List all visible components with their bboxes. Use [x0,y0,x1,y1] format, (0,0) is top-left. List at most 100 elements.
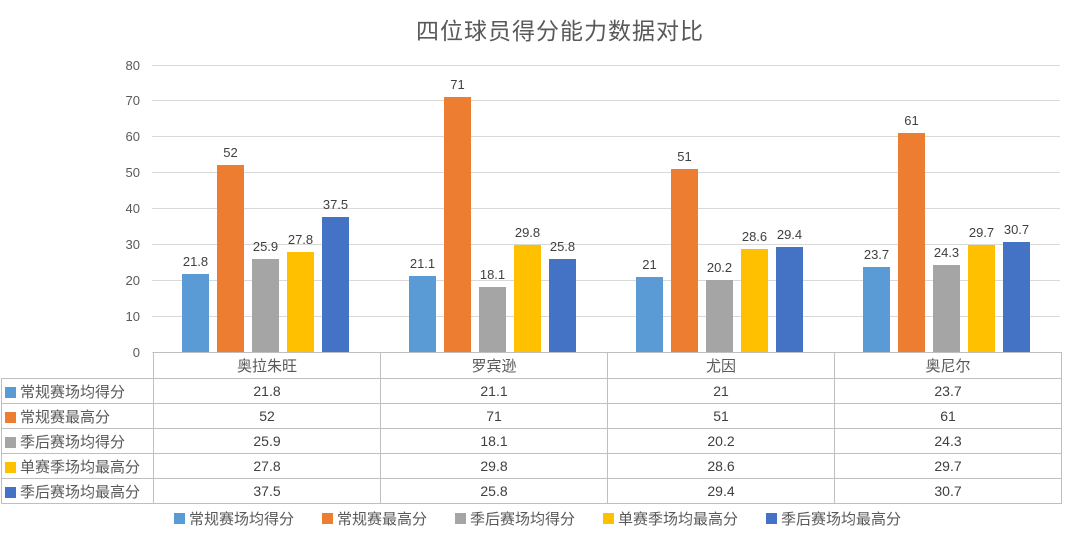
series-swatch-icon [5,436,16,448]
table-row-label: 季后赛场均最高分 [1,478,154,504]
y-axis-label: 60 [125,129,140,145]
legend-label: 常规赛最高分 [336,511,427,528]
y-axis-label: 70 [125,93,140,109]
bar-value-label: 29.4 [776,226,803,242]
bar-value-label: 51 [677,149,692,165]
legend-item: 单赛季场均最高分 [603,508,738,529]
bar-value-label: 37.5 [322,197,349,213]
table-category-header: 奥尼尔 [834,352,1062,379]
legend-swatch-icon [173,513,185,524]
y-axis-label: 0 [132,344,140,360]
bar-value-label: 24.3 [933,244,960,260]
bar-value-label: 18.1 [479,267,506,283]
gridline [152,243,1060,245]
bar-常规赛最高分-奥尼尔 [898,133,925,352]
table-value-cell: 52 [153,403,381,429]
plot-area: 21.8 52 25.9 27.8 37.5 21.1 71 18.1 29.8 25.8 21 51… [152,64,1060,353]
bar-常规赛场均得分-尤因 [636,276,663,352]
y-axis: 0 10 20 30 40 50 60 70 80 [90,59,140,359]
bar-value-label: 30.7 [1003,221,1030,237]
series-swatch-icon [5,461,16,473]
bar-单赛季场均最高分-奥尼尔 [968,245,995,352]
y-axis-label: 40 [125,201,140,216]
table-blank-cell [2,353,154,379]
bar-常规赛场均得分-奥拉朱旺 [182,273,209,352]
bar-value-label: 71 [450,77,465,93]
bar-value-label: 21.8 [182,253,209,269]
bar-value-label: 61 [904,113,919,129]
bar-季后赛场均最高分-尤因 [776,246,803,352]
legend-swatch-icon [454,513,466,524]
y-axis-label: 30 [125,236,140,252]
bar-单赛季场均最高分-罗宾逊 [514,245,541,352]
table-row-label: 单赛季场均最高分 [1,453,154,479]
table-row: 常规赛最高分 52 71 51 61 [1,403,1062,429]
table-row-label: 常规赛最高分 [1,403,154,429]
bar-value-label: 25.9 [252,239,279,255]
gridline [152,64,1060,66]
bar-value-label: 21.1 [409,256,436,272]
table-value-cell: 25.9 [153,428,381,454]
legend-swatch-icon [766,513,778,524]
table-value-cell: 61 [834,403,1062,429]
legend-item: 季后赛场均得分 [454,508,575,529]
bar-value-label: 25.8 [549,239,576,255]
bar-单赛季场均最高分-尤因 [741,249,768,352]
bar-季后赛场均得分-奥尼尔 [933,264,960,352]
table-value-cell: 29.7 [834,453,1062,479]
y-axis-label: 50 [125,165,140,181]
table-value-cell: 27.8 [153,453,381,479]
table-value-cell: 21 [607,378,835,404]
bar-value-label: 52 [223,145,238,161]
bar-季后赛场均最高分-奥拉朱旺 [322,217,349,352]
legend-label: 单赛季场均最高分 [618,511,739,528]
legend-label: 季后赛场均最高分 [781,511,902,528]
table-value-cell: 25.8 [380,478,608,504]
gridline [152,208,1060,209]
gridline [152,100,1060,102]
bar-季后赛场均得分-奥拉朱旺 [252,259,279,352]
bar-季后赛场均最高分-奥尼尔 [1003,241,1030,352]
bar-常规赛最高分-尤因 [671,169,698,352]
table-row-label: 常规赛场均得分 [1,378,154,404]
series-swatch-icon [5,386,16,398]
bar-value-label: 27.8 [287,232,314,248]
chart-title: 四位球员得分能力数据对比 [416,19,704,44]
table-value-cell: 21.1 [380,378,608,404]
bar-季后赛场均得分-尤因 [706,279,733,352]
y-axis-label: 10 [125,308,140,324]
gridline [152,172,1060,174]
table-value-cell: 18.1 [380,428,608,454]
bar-value-label: 29.7 [968,225,995,241]
gridline [152,315,1060,317]
bar-常规赛最高分-罗宾逊 [444,97,471,352]
legend: 常规赛场均得分 常规赛最高分 季后赛场均得分 单赛季场均最高分 季后赛场均最高分 [0,508,1075,529]
y-axis-label: 80 [125,57,140,73]
table-value-cell: 71 [380,403,608,429]
table-category-header: 奥拉朱旺 [153,352,381,379]
table-row: 常规赛场均得分 21.8 21.1 21 23.7 [1,378,1062,404]
bar-常规赛最高分-奥拉朱旺 [217,165,244,352]
legend-label: 常规赛场均得分 [188,511,294,528]
table-value-cell: 28.6 [607,453,835,479]
legend-swatch-icon [321,513,333,524]
table-value-cell: 23.7 [834,378,1062,404]
table-row-label: 季后赛场均得分 [1,428,154,454]
bar-季后赛场均最高分-罗宾逊 [549,259,576,352]
table-value-cell: 20.2 [607,428,835,454]
y-axis-label: 20 [125,272,140,288]
legend-item: 常规赛场均得分 [173,508,294,529]
bar-value-label: 20.2 [706,259,733,275]
bar-季后赛场均得分-罗宾逊 [479,287,506,352]
table-row: 单赛季场均最高分 27.8 29.8 28.6 29.7 [1,453,1062,479]
legend-item: 季后赛场均最高分 [766,508,901,529]
table-value-cell: 29.4 [607,478,835,504]
table-value-cell: 30.7 [834,478,1062,504]
data-table: 奥拉朱旺 罗宾逊 尤因 奥尼尔 常规赛场均得分 21.8 21.1 21 23.7 常规赛最高分 5… [1,352,1062,504]
series-swatch-icon [5,411,16,423]
legend-item: 常规赛最高分 [321,508,427,529]
bar-常规赛场均得分-罗宾逊 [409,276,436,352]
bar-value-label: 29.8 [514,225,541,241]
table-value-cell: 29.8 [380,453,608,479]
